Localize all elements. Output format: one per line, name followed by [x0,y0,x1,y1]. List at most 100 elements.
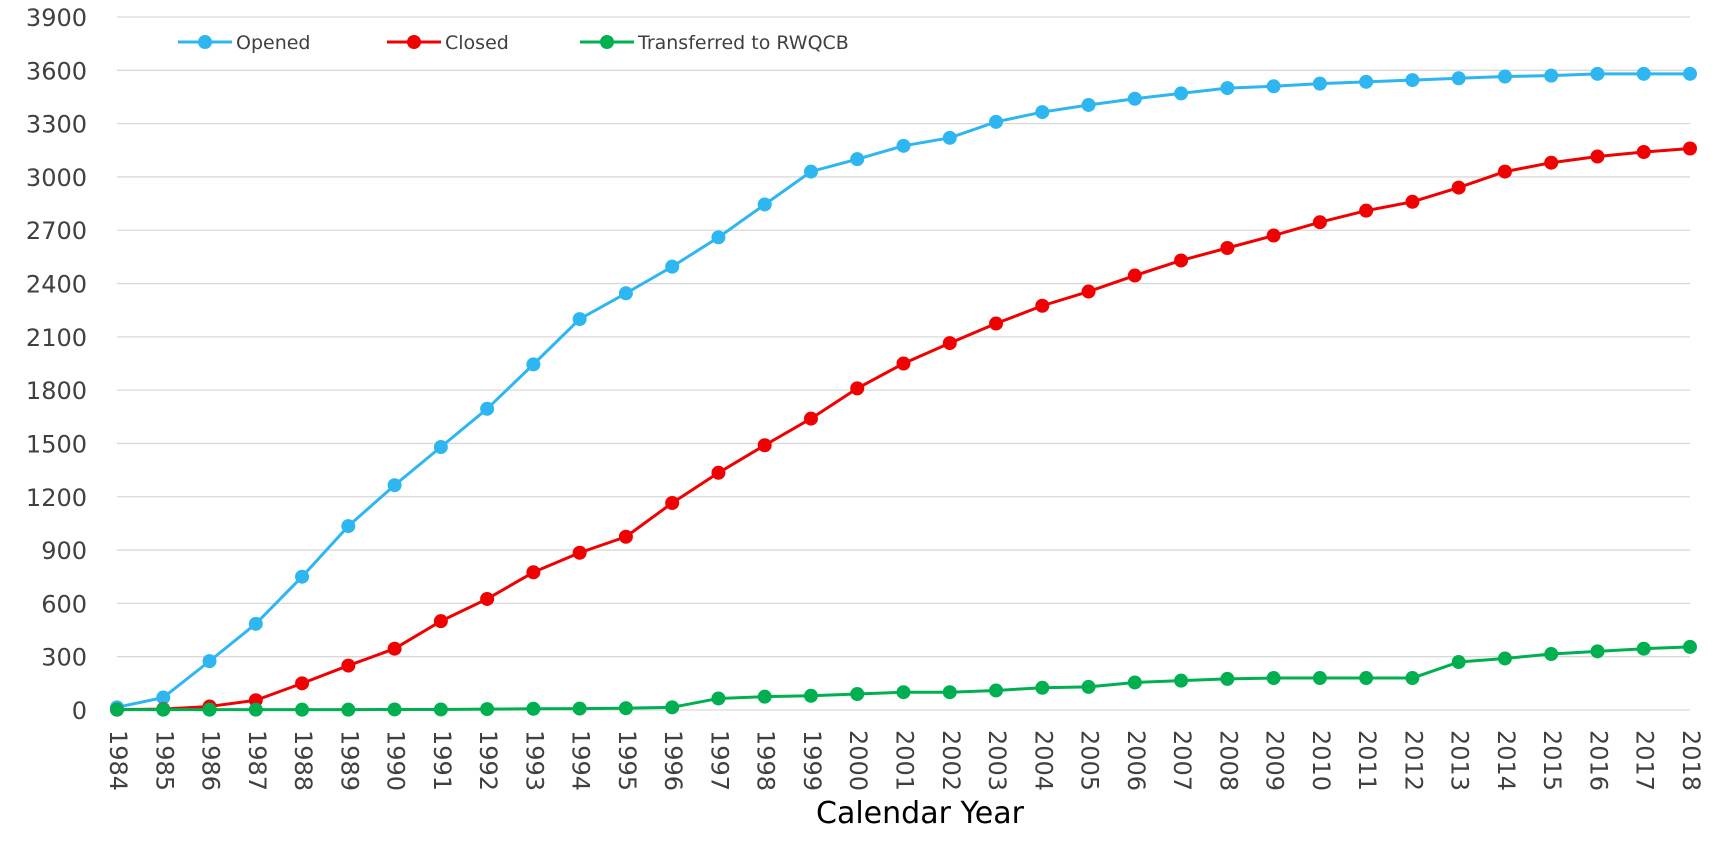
data-point [295,676,310,691]
x-tick-label: 2014 [1492,730,1520,791]
data-point [1497,164,1512,179]
x-axis-tick-labels: 1984 1985 1986 1987 1988 1989 1990 1991 1992 1993… [104,730,1705,791]
legend-label: Closed [445,32,509,54]
data-point [896,138,911,153]
data-point [1081,284,1096,299]
data-point [896,685,911,700]
data-point [341,658,356,673]
data-point [711,230,726,245]
x-tick-label: 1993 [520,730,548,791]
x-axis-title: Calendar Year [816,796,1025,831]
x-tick-label: 2018 [1677,730,1705,791]
legend: Opened Closed Transferred to RWQCB [178,32,849,54]
data-point [1174,253,1189,268]
data-point [387,702,402,717]
data-point [1451,655,1466,670]
data-point [295,702,310,717]
data-point [295,569,310,584]
x-tick-label: 1999 [798,730,826,791]
y-tick-label: 1200 [26,484,87,512]
data-point [1312,215,1327,230]
data-point [387,641,402,656]
data-point [1683,639,1697,654]
x-tick-label: 1997 [705,730,733,791]
y-tick-label: 0 [72,697,87,725]
data-point [1035,680,1050,695]
data-point [1590,149,1605,164]
series-2 [110,639,1697,717]
data-point [156,702,171,717]
data-point [1266,671,1281,686]
x-tick-label: 1988 [289,730,317,791]
data-point [1266,228,1281,243]
x-tick-label: 1987 [243,730,271,791]
data-point [850,152,865,167]
x-tick-label: 2009 [1261,730,1289,791]
series-line [116,146,1691,712]
data-point [1451,71,1466,86]
y-tick-label: 600 [41,590,87,618]
data-point [1359,203,1374,218]
data-point [1081,679,1096,694]
data-point [1035,298,1050,313]
x-tick-label: 2015 [1538,730,1566,791]
data-point [202,702,217,717]
data-point [665,495,680,510]
data-point [618,701,633,716]
x-tick-label: 2001 [891,730,919,791]
data-point [1081,97,1096,112]
data-point [480,401,495,416]
x-tick-label: 2006 [1122,730,1150,791]
data-point [110,702,124,717]
x-tick-label: 2007 [1168,730,1196,791]
legend-swatch-marker [198,35,212,49]
data-point [1544,647,1559,662]
data-point [1266,79,1281,94]
x-tick-label: 1984 [104,730,132,791]
series-0 [110,66,1697,715]
data-point [803,688,818,703]
data-point [989,683,1004,698]
x-tick-label: 1989 [335,730,363,791]
data-point [1127,675,1142,690]
y-tick-label: 1800 [26,377,87,405]
data-point [942,336,957,351]
data-point [1497,651,1512,666]
y-axis-tick-labels: 0 300 600 900 1200 1500 1800 2100 2400 2700 3000 33… [26,4,87,725]
data-point [850,687,865,702]
data-point [572,545,587,560]
data-point [248,616,263,631]
data-point [1590,644,1605,659]
data-point [665,259,680,274]
legend-label: Opened [236,32,311,54]
data-point [526,565,541,580]
data-point [526,357,541,372]
x-tick-label: 1998 [752,730,780,791]
data-point [480,591,495,606]
data-point [1544,155,1559,170]
data-point [665,700,680,715]
x-tick-label: 1990 [382,730,410,791]
x-tick-label: 1995 [613,730,641,791]
data-point [850,381,865,396]
data-point [1220,81,1235,96]
data-point [480,702,495,717]
legend-item: Transferred to RWQCB [580,32,849,54]
x-tick-label: 1992 [474,730,502,791]
data-point [989,114,1004,129]
series-1 [110,141,1697,717]
data-point [1451,180,1466,195]
data-point [1683,141,1697,156]
x-tick-label: 2011 [1353,730,1381,791]
y-tick-label: 2400 [26,271,87,299]
series-lines [110,66,1697,717]
x-tick-label: 2010 [1307,730,1335,791]
y-tick-label: 3600 [26,57,87,85]
data-point [1405,671,1420,686]
y-tick-label: 3900 [26,4,87,32]
x-tick-label: 1994 [567,730,595,791]
data-point [1405,73,1420,88]
x-tick-label: 2002 [937,730,965,791]
x-tick-label: 2008 [1214,730,1242,791]
